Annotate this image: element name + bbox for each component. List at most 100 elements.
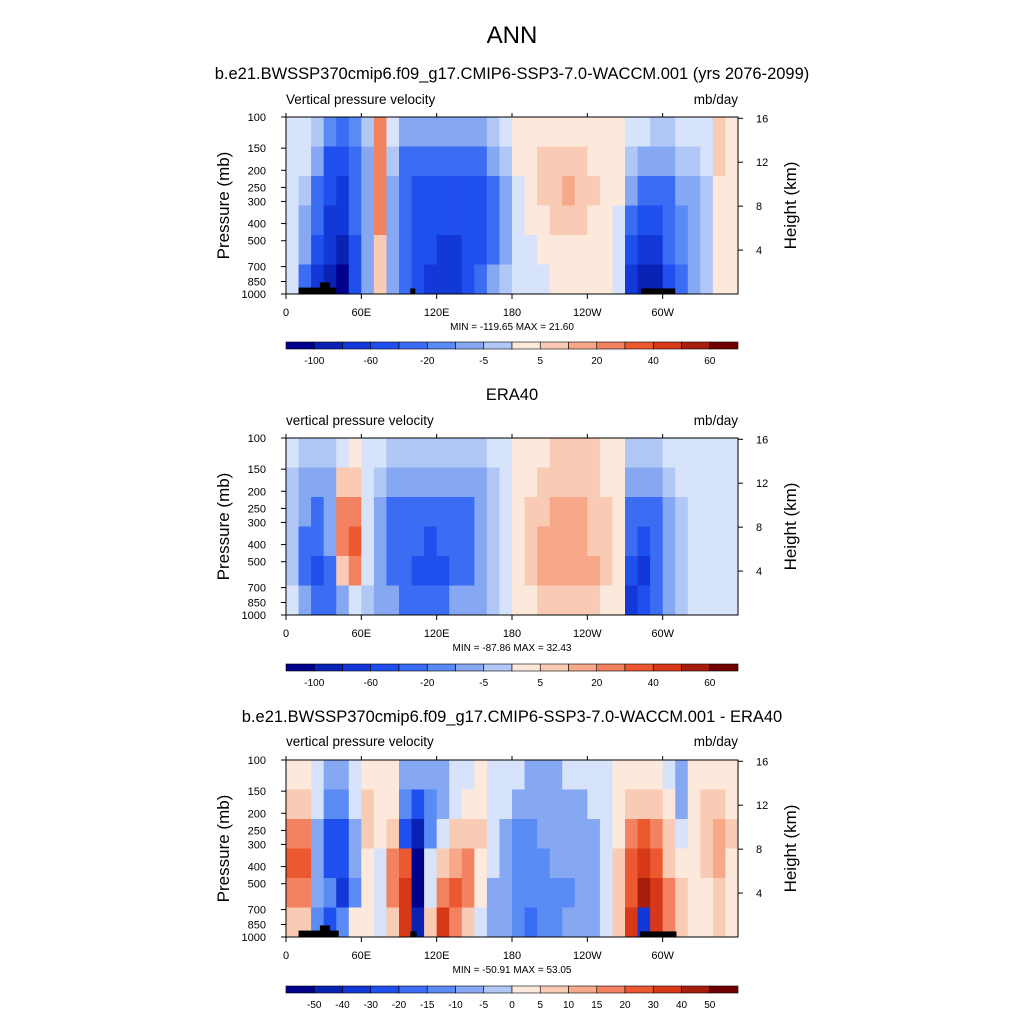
field-cell — [562, 205, 576, 236]
field-cell — [700, 235, 714, 265]
y-axis-right-title: Height (km) — [781, 483, 800, 571]
field-cell — [323, 235, 337, 265]
colorbar-box — [539, 985, 569, 994]
colorbar-box — [596, 341, 626, 350]
field-cell — [323, 556, 337, 586]
colorbar-box — [624, 663, 654, 672]
field-cell — [687, 819, 701, 849]
field-cell — [348, 585, 362, 616]
field-cell — [311, 497, 325, 527]
colorbar-box — [596, 985, 626, 994]
field-cell — [486, 585, 500, 616]
field-cell — [687, 848, 701, 879]
field-cell — [687, 497, 701, 527]
field-cell — [612, 760, 626, 790]
field-cell — [524, 117, 538, 147]
field-cell — [486, 789, 500, 820]
field-cell — [637, 176, 651, 206]
field-cell — [612, 205, 626, 236]
field-cell — [524, 205, 538, 236]
field-cell — [386, 176, 400, 206]
field-cell — [637, 117, 651, 147]
field-cell — [637, 907, 651, 938]
field-cell — [574, 819, 588, 849]
field-cell — [361, 526, 375, 557]
field-cell — [424, 819, 438, 849]
field-cell — [298, 438, 312, 468]
field-cell — [298, 526, 312, 557]
field-cell — [662, 907, 676, 938]
colorbar-label: -30 — [364, 1000, 379, 1011]
field-cell — [512, 438, 525, 468]
field-cell — [687, 585, 701, 616]
field-cell — [650, 819, 664, 849]
field-cell — [311, 556, 325, 586]
field-cell — [436, 789, 450, 820]
field-cell — [323, 526, 337, 557]
field-cell — [700, 176, 714, 206]
field-cell — [675, 497, 689, 527]
field-cell — [587, 848, 601, 879]
field-cell — [662, 176, 676, 206]
field-cell — [549, 760, 563, 790]
y-tick-label: 500 — [248, 879, 266, 891]
field-cell — [348, 819, 362, 849]
field-cell — [587, 438, 601, 468]
field-cell — [637, 819, 651, 849]
field-cell — [612, 526, 626, 557]
field-cell — [486, 907, 500, 938]
y-tick-label: 1000 — [242, 932, 266, 944]
field-cell — [399, 438, 412, 468]
field-cell — [662, 760, 676, 790]
field-cell — [537, 467, 551, 498]
field-cell — [436, 117, 450, 147]
field-cell — [361, 176, 375, 206]
field-cell — [675, 438, 689, 468]
colorbar-box — [511, 341, 541, 350]
field-cell — [424, 789, 438, 820]
field-cell — [499, 878, 513, 908]
colorbar-box — [285, 663, 315, 672]
field-cell — [474, 878, 488, 908]
field-cell — [499, 819, 513, 849]
x-tick-label: 0 — [283, 307, 289, 319]
colorbar-label: 0 — [509, 1000, 515, 1011]
field-cell — [725, 878, 739, 908]
field-cell — [399, 585, 412, 616]
field-cell — [461, 235, 475, 265]
field-cell — [662, 467, 676, 498]
field-cell — [650, 585, 664, 616]
field-cell — [562, 789, 576, 820]
field-cell — [411, 848, 425, 879]
field-cell — [599, 205, 613, 236]
field-cell — [650, 760, 664, 790]
panel-era40-stats: MIN = -87.86 MAX = 32.43 — [453, 643, 572, 654]
field-cell — [311, 526, 325, 557]
field-cell — [298, 585, 312, 616]
field-cell — [486, 235, 500, 265]
panel-era40: ERA40 vertical pressure velocity mb/day … — [214, 386, 800, 689]
field-cell — [311, 438, 325, 468]
panel-model: b.e21.BWSSP370cmip6.f09_g17.CMIP6-SSP3-7… — [214, 65, 809, 367]
y-tick-label: 200 — [248, 486, 266, 498]
field-cell — [512, 176, 525, 206]
field-cell — [449, 789, 463, 820]
field-cell — [650, 467, 664, 498]
field-cell — [361, 497, 375, 527]
field-cell — [725, 235, 739, 265]
field-cell — [612, 848, 626, 879]
field-cell — [625, 760, 638, 790]
colorbar-label: -5 — [479, 678, 488, 689]
field-cell — [323, 176, 337, 206]
field-cell — [612, 438, 626, 468]
field-cell — [662, 438, 676, 468]
field-cell — [712, 907, 726, 938]
field-cell — [411, 467, 425, 498]
field-cell — [675, 878, 689, 908]
field-cell — [574, 878, 588, 908]
field-cell — [411, 526, 425, 557]
field-cell — [486, 526, 500, 557]
field-cell — [524, 146, 538, 177]
field-cell — [286, 497, 299, 527]
colorbar-box — [370, 663, 400, 672]
